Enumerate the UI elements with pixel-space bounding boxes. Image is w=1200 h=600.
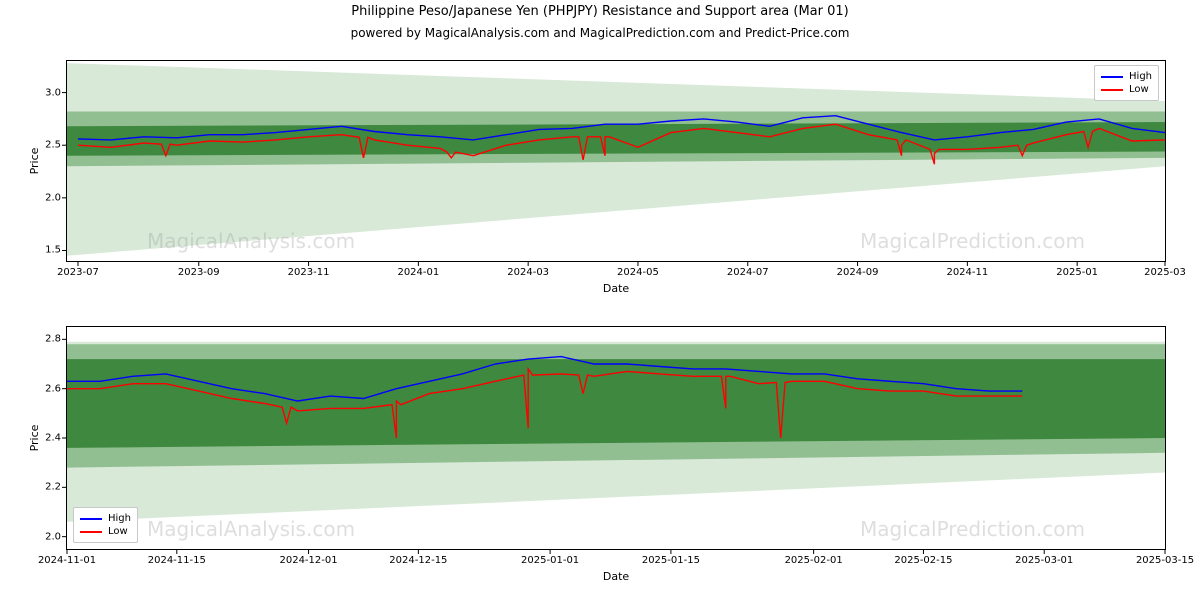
legend-label-low: Low bbox=[1129, 84, 1149, 95]
legend-row-low: Low bbox=[1101, 83, 1152, 96]
xtick-label: 2025-03-15 bbox=[1136, 549, 1194, 566]
xtick-label: 2024-09 bbox=[837, 261, 879, 278]
xtick-label: 2023-07 bbox=[57, 261, 99, 278]
legend-line-low bbox=[80, 531, 102, 533]
xtick-label: 2025-03 bbox=[1144, 261, 1186, 278]
legend-bottom: High Low bbox=[73, 507, 138, 543]
legend-line-high bbox=[80, 518, 102, 520]
ylabel-top: Price bbox=[28, 148, 41, 175]
xtick-label: 2023-11 bbox=[288, 261, 330, 278]
legend-line-high bbox=[1101, 76, 1123, 78]
xtick-label: 2025-03-01 bbox=[1015, 549, 1073, 566]
panel-bottom-svg bbox=[67, 327, 1165, 549]
legend-row-high: High bbox=[1101, 70, 1152, 83]
xtick-label: 2025-01-15 bbox=[642, 549, 700, 566]
xtick-label: 2024-03 bbox=[507, 261, 549, 278]
ytick-label: 1.5 bbox=[45, 245, 67, 256]
xtick-label: 2024-11-01 bbox=[38, 549, 96, 566]
legend-line-low bbox=[1101, 89, 1123, 91]
legend-top: High Low bbox=[1094, 65, 1159, 101]
xtick-label: 2025-02-01 bbox=[785, 549, 843, 566]
ytick-label: 2.5 bbox=[45, 140, 67, 151]
xtick-label: 2024-05 bbox=[617, 261, 659, 278]
xtick-label: 2025-02-15 bbox=[894, 549, 952, 566]
xtick-label: 2024-12-01 bbox=[279, 549, 337, 566]
chart-subtitle: powered by MagicalAnalysis.com and Magic… bbox=[0, 26, 1200, 40]
xlabel-bottom: Date bbox=[603, 570, 629, 583]
ytick-label: 2.4 bbox=[45, 433, 67, 444]
legend-row-high: High bbox=[80, 512, 131, 525]
xtick-label: 2024-11 bbox=[946, 261, 988, 278]
ytick-label: 2.8 bbox=[45, 334, 67, 345]
ytick-label: 2.6 bbox=[45, 383, 67, 394]
ytick-label: 2.2 bbox=[45, 482, 67, 493]
ylabel-bottom: Price bbox=[28, 425, 41, 452]
legend-row-low: Low bbox=[80, 525, 131, 538]
xtick-label: 2025-01-01 bbox=[521, 549, 579, 566]
xtick-label: 2024-11-15 bbox=[148, 549, 206, 566]
ytick-label: 2.0 bbox=[45, 531, 67, 542]
legend-label-high: High bbox=[108, 513, 131, 524]
figure: Philippine Peso/Japanese Yen (PHPJPY) Re… bbox=[0, 0, 1200, 600]
xlabel-top: Date bbox=[603, 282, 629, 295]
ytick-label: 3.0 bbox=[45, 87, 67, 98]
xtick-label: 2024-12-15 bbox=[389, 549, 447, 566]
panel-top-svg bbox=[67, 61, 1165, 261]
xtick-label: 2025-01 bbox=[1056, 261, 1098, 278]
ytick-label: 2.0 bbox=[45, 192, 67, 203]
legend-label-high: High bbox=[1129, 71, 1152, 82]
xtick-label: 2023-09 bbox=[178, 261, 220, 278]
chart-title: Philippine Peso/Japanese Yen (PHPJPY) Re… bbox=[0, 4, 1200, 19]
xtick-label: 2024-07 bbox=[727, 261, 769, 278]
legend-label-low: Low bbox=[108, 526, 128, 537]
panel-top: Price Date MagicalAnalysis.com MagicalPr… bbox=[66, 60, 1166, 262]
panel-bottom: Price Date MagicalAnalysis.com MagicalPr… bbox=[66, 326, 1166, 550]
xtick-label: 2024-01 bbox=[397, 261, 439, 278]
